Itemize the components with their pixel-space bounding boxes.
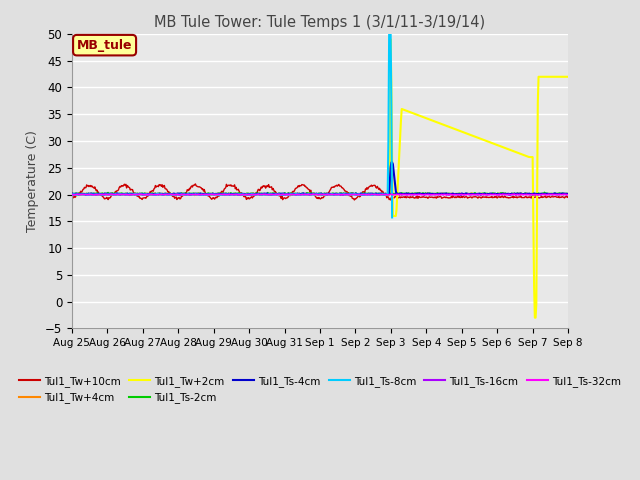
Legend: Tul1_Tw+10cm, Tul1_Tw+4cm, Tul1_Tw+2cm, Tul1_Ts-2cm, Tul1_Ts-4cm, Tul1_Ts-8cm, T: Tul1_Tw+10cm, Tul1_Tw+4cm, Tul1_Tw+2cm, … xyxy=(15,372,625,407)
Title: MB Tule Tower: Tule Temps 1 (3/1/11-3/19/14): MB Tule Tower: Tule Temps 1 (3/1/11-3/19… xyxy=(154,15,486,30)
Y-axis label: Temperature (C): Temperature (C) xyxy=(26,130,39,232)
Text: MB_tule: MB_tule xyxy=(77,39,132,52)
